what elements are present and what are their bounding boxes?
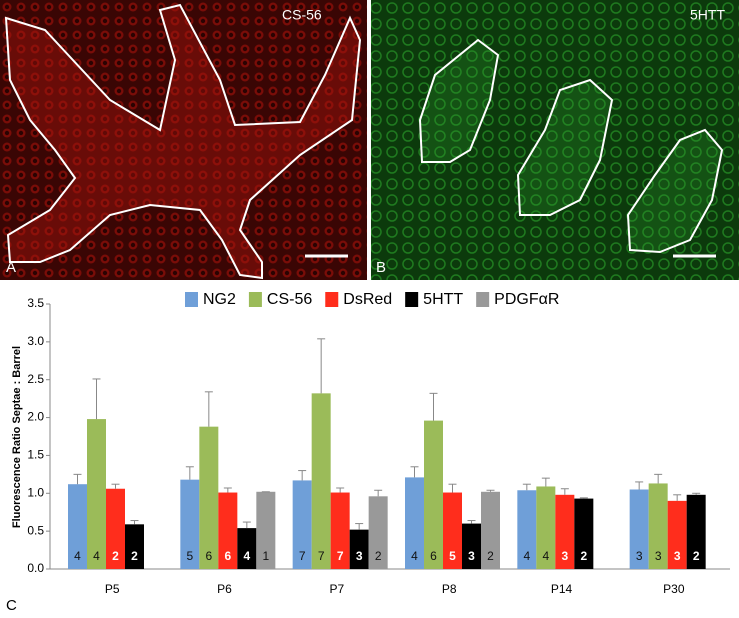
x-tick-label: P30 xyxy=(663,582,685,596)
count-label: 3 xyxy=(468,549,475,563)
legend-swatch xyxy=(476,292,490,307)
bar xyxy=(125,524,144,569)
panel-b: 5HTT B xyxy=(371,0,739,280)
legend-label: CS-56 xyxy=(267,291,312,308)
count-label: 1 xyxy=(262,549,269,563)
bar xyxy=(462,523,481,569)
legend-swatch xyxy=(405,292,419,307)
y-tick-label: 0.5 xyxy=(27,523,44,537)
panel-letter: C xyxy=(6,597,17,614)
bar xyxy=(68,484,87,569)
legend-swatch xyxy=(325,292,339,307)
count-label: 7 xyxy=(337,549,344,563)
bar xyxy=(574,498,594,569)
count-label: 3 xyxy=(636,549,643,563)
bar xyxy=(256,491,276,569)
y-tick-label: 3.0 xyxy=(27,334,44,348)
count-label: 2 xyxy=(112,549,119,563)
legend-label: 5HTT xyxy=(423,291,463,308)
bar xyxy=(106,488,125,569)
count-label: 4 xyxy=(74,549,81,563)
bar xyxy=(199,426,219,569)
y-tick-label: 1.0 xyxy=(27,485,44,499)
bar xyxy=(443,492,462,569)
legend-swatch xyxy=(248,292,262,307)
count-label: 7 xyxy=(318,549,325,563)
bar xyxy=(481,491,500,569)
y-tick-label: 2.5 xyxy=(27,372,44,386)
count-label: 3 xyxy=(674,549,681,563)
count-label: 7 xyxy=(299,549,306,563)
count-label: 2 xyxy=(487,549,494,563)
outline xyxy=(418,38,500,163)
x-tick-label: P7 xyxy=(329,582,344,596)
bar xyxy=(629,489,649,569)
bar xyxy=(424,420,443,569)
panel-letter: A xyxy=(6,259,16,276)
legend-label: DsRed xyxy=(343,291,392,308)
count-label: 4 xyxy=(243,549,250,563)
bar xyxy=(517,490,537,569)
count-label: 3 xyxy=(561,549,568,563)
legend-label: NG2 xyxy=(203,291,236,308)
bar xyxy=(648,483,668,569)
bar xyxy=(237,528,257,569)
panel-label: CS-56 xyxy=(282,7,322,23)
bar xyxy=(555,494,575,569)
x-tick-label: P8 xyxy=(442,582,457,596)
bar xyxy=(667,500,687,569)
bar xyxy=(368,496,388,569)
outline xyxy=(516,78,614,216)
count-label: 6 xyxy=(430,549,437,563)
micrograph-green xyxy=(371,0,739,280)
count-label: 6 xyxy=(205,549,212,563)
outline xyxy=(4,3,362,280)
bar xyxy=(405,477,424,569)
count-label: 5 xyxy=(186,549,193,563)
x-tick-label: P6 xyxy=(217,582,232,596)
bar xyxy=(686,494,706,569)
panel-label: 5HTT xyxy=(690,7,725,23)
count-label: 6 xyxy=(224,549,231,563)
bar xyxy=(180,479,200,569)
bar xyxy=(87,419,106,569)
count-label: 5 xyxy=(449,549,456,563)
bar xyxy=(218,492,238,569)
y-tick-label: 1.5 xyxy=(27,448,44,462)
outline xyxy=(626,128,724,254)
legend-label: PDGFαR xyxy=(494,291,559,308)
y-tick-label: 2.0 xyxy=(27,410,44,424)
bar xyxy=(311,393,331,569)
panel-a: CS-56 A xyxy=(0,0,367,280)
bar xyxy=(292,480,312,569)
count-label: 4 xyxy=(411,549,418,563)
count-label: 2 xyxy=(580,549,587,563)
y-axis-label: Fluorescence Ratio Septae : Barrel xyxy=(11,346,23,528)
bar xyxy=(536,486,556,569)
count-label: 2 xyxy=(693,549,700,563)
count-label: 3 xyxy=(655,549,662,563)
count-label: 2 xyxy=(375,549,382,563)
legend-swatch xyxy=(185,292,198,307)
x-tick-label: P5 xyxy=(105,582,120,596)
count-label: 4 xyxy=(523,549,530,563)
y-tick-label: 0.0 xyxy=(27,561,44,575)
bar xyxy=(349,529,369,569)
y-tick-label: 3.5 xyxy=(27,296,44,310)
panel-letter: B xyxy=(376,259,386,276)
count-label: 4 xyxy=(542,549,549,563)
count-label: 3 xyxy=(356,549,363,563)
count-label: 4 xyxy=(93,549,100,563)
count-label: 2 xyxy=(131,549,138,563)
x-tick-label: P14 xyxy=(551,582,573,596)
bar xyxy=(330,492,350,569)
